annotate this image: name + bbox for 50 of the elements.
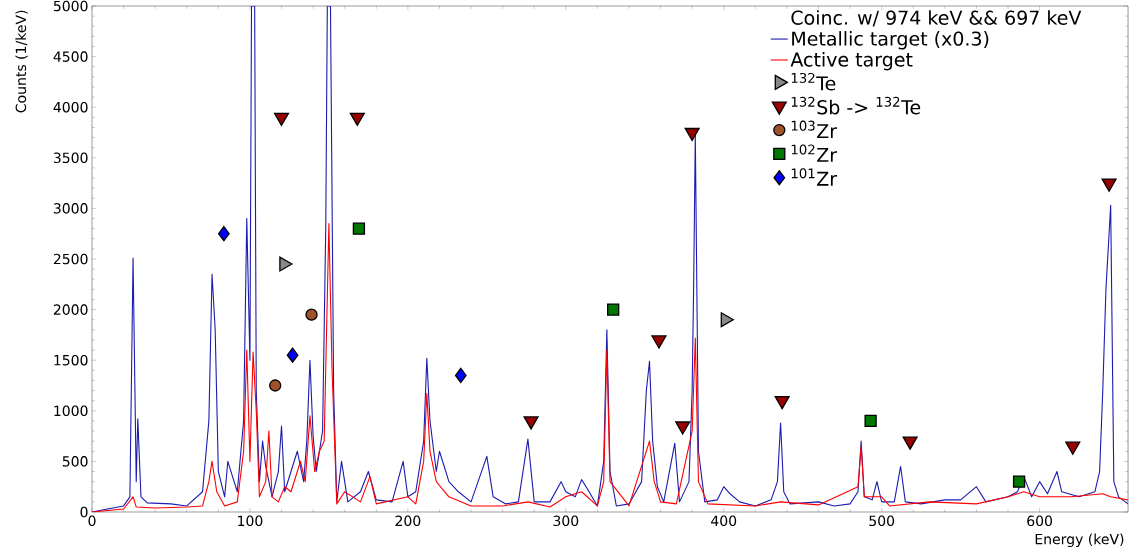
legend-label: Metallic target (x0.3): [792, 31, 989, 50]
point: [1065, 441, 1081, 455]
y-tick-label: 1500: [54, 354, 88, 366]
point: [774, 396, 790, 410]
point: [269, 379, 282, 392]
x-tick-label: 600: [1027, 515, 1053, 527]
y-tick-label: 2500: [53, 253, 88, 265]
point: [1012, 475, 1026, 488]
point: [454, 367, 467, 384]
line-series: [92, 223, 1129, 512]
legend-label: $^{102}$Zr: [791, 144, 838, 162]
y-tick-label: 500: [62, 456, 88, 467]
x-tick-label: 500: [869, 515, 895, 527]
point: [305, 308, 318, 321]
point: [286, 347, 299, 363]
legend-label: Active target: [790, 52, 913, 71]
y-tick-label: 4500: [53, 51, 88, 62]
x-tick-label: 200: [395, 515, 421, 527]
point: [349, 112, 365, 126]
point: [720, 312, 734, 328]
legend-label: $^{132}$Sb -> $^{132}$Te: [791, 96, 921, 115]
x-tick-label: 100: [238, 515, 263, 527]
line-series: [92, 6, 1129, 512]
legend-label: $^{132}$Te: [791, 72, 836, 91]
point: [675, 421, 691, 435]
point: [651, 335, 667, 349]
y-tick-label: 4000: [53, 101, 88, 113]
point: [1101, 178, 1117, 192]
x-axis-title: Energy (keV): [1035, 533, 1124, 548]
point: [607, 303, 620, 316]
point: [523, 416, 539, 430]
legend-label: $^{101}$Zr: [791, 168, 838, 186]
y-tick-label: 0: [80, 506, 88, 518]
y-tick-label: 3500: [53, 152, 88, 164]
x-tick-label: 400: [711, 515, 737, 527]
y-axis-title: Counts (1/keV): [15, 10, 28, 113]
point: [352, 222, 366, 235]
point: [273, 112, 290, 126]
point: [864, 414, 877, 428]
y-tick-label: 2000: [53, 304, 88, 315]
y-tick-label: 5000: [53, 0, 88, 12]
legend-label: $^{103}$Zr: [791, 120, 838, 138]
x-tick-label: 0: [88, 515, 96, 527]
x-tick-label: 300: [553, 515, 579, 527]
legend-title: Coinc. w/ 974 keV && 697 keV: [791, 10, 1082, 27]
y-tick-label: 1000: [54, 405, 88, 417]
y-tick-label: 3000: [53, 203, 88, 214]
point: [217, 226, 230, 242]
point: [902, 436, 918, 450]
point: [684, 127, 700, 142]
